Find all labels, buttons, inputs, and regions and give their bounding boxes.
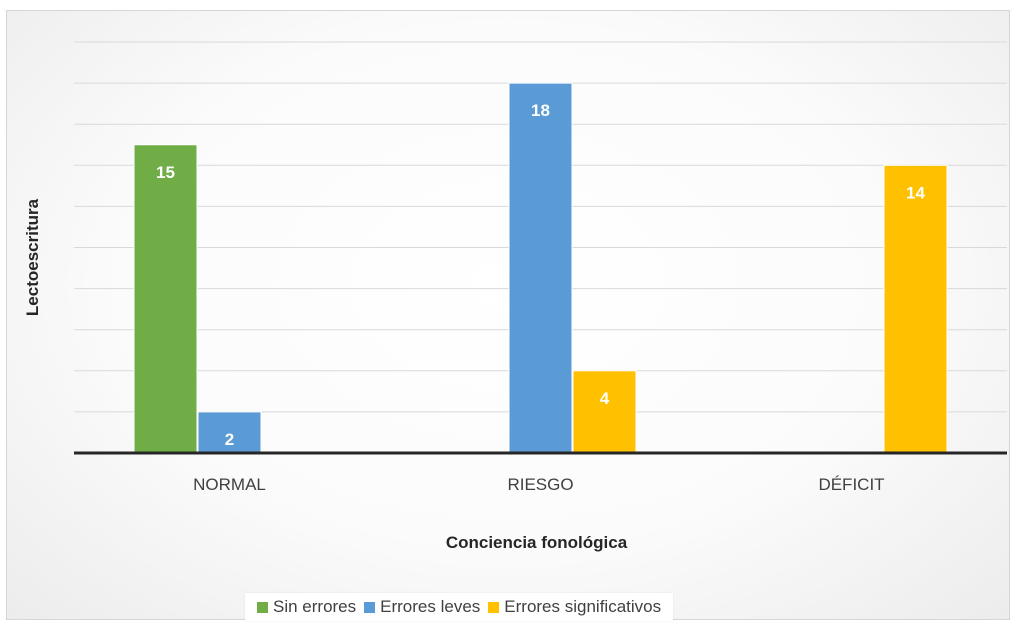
legend-label: Sin errores xyxy=(273,597,357,616)
legend-swatch xyxy=(257,601,268,613)
data-label: 2 xyxy=(225,430,234,449)
x-axis-title: Conciencia fonológica xyxy=(446,533,628,552)
x-tick-label: DÉFICIT xyxy=(818,475,884,494)
data-label: 15 xyxy=(156,163,175,182)
bar-errores-leves-normal xyxy=(197,411,262,454)
bar-errores-significativos-riesgo xyxy=(572,370,637,454)
legend-swatch xyxy=(364,601,376,613)
data-label: 18 xyxy=(531,101,550,120)
legend-item: Errores significativos xyxy=(488,597,661,617)
bar-errores-leves-riesgo xyxy=(508,82,573,454)
legend-item: Errores leves xyxy=(364,597,480,617)
legend-label: Errores significativos xyxy=(504,597,662,616)
legend-item: Sin errores xyxy=(257,597,356,617)
bars: 15 2 18 4 14 xyxy=(133,82,948,454)
x-tick-label: RIESGO xyxy=(507,475,573,494)
legend-label: Errores leves xyxy=(380,597,481,616)
legend: Sin errores Errores leves Errores signific… xyxy=(245,593,674,621)
bar-sin-errores-normal xyxy=(133,144,198,454)
bar-chart: 15 2 18 4 14 NORMAL RIESGO DÉFICIT Conciencia … xyxy=(23,41,1007,552)
x-tick-label: NORMAL xyxy=(193,475,266,494)
y-axis-title: Lectoescritura xyxy=(23,198,42,316)
bar-errores-significativos-déficit xyxy=(883,164,948,454)
data-label: 4 xyxy=(600,389,610,408)
legend-swatch xyxy=(488,601,500,613)
data-label: 14 xyxy=(906,183,925,202)
x-tick-labels: NORMAL RIESGO DÉFICIT xyxy=(193,475,884,494)
chart-area: 15 2 18 4 14 NORMAL RIESGO DÉFICIT Conciencia … xyxy=(6,10,1010,621)
